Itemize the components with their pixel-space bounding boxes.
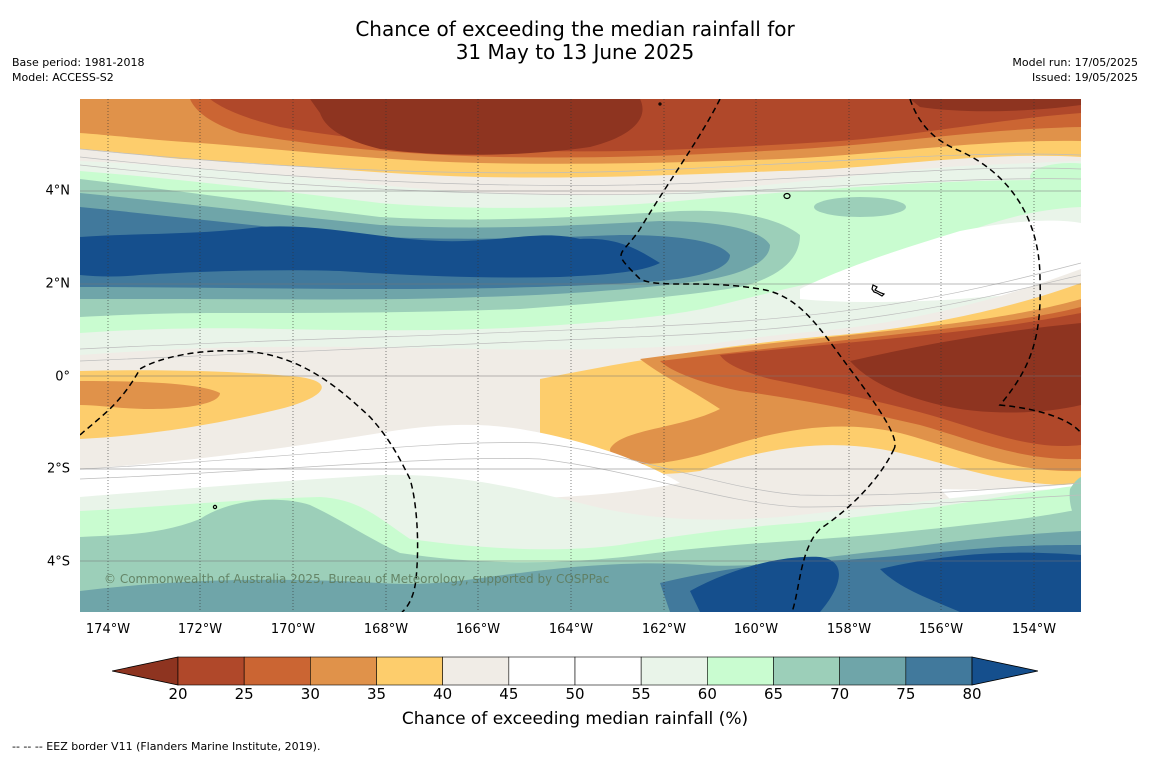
lon-tick-label: 160°W xyxy=(733,622,779,637)
latitude-lines xyxy=(80,190,1081,562)
lon-tick-label: 156°W xyxy=(918,622,964,637)
issued-date: Issued: 19/05/2025 xyxy=(1031,71,1138,84)
map-title: Chance of exceeding the median rainfall … xyxy=(0,18,1150,64)
colorbar-segment xyxy=(839,656,907,686)
lat-tick-label: 2°S xyxy=(46,461,70,477)
colorbar-segment xyxy=(574,656,642,686)
contour-lines xyxy=(80,148,1081,508)
eez-legend-note: -- -- -- EEZ border V11 (Flanders Marine… xyxy=(12,740,321,753)
colorbar-tick-label: 40 xyxy=(433,685,453,703)
colorbar-tick-label: 35 xyxy=(366,685,387,703)
lon-tick-label: 158°W xyxy=(826,622,872,637)
model-run: Model run: 17/05/2025 xyxy=(1012,56,1138,69)
lat-tick-label: 4°N xyxy=(45,183,71,199)
lon-tick-label: 174°W xyxy=(85,622,131,637)
colorbar-segment xyxy=(310,656,377,686)
colorbar-segment xyxy=(508,656,576,686)
lat-tick-label: 2°N xyxy=(45,276,71,292)
colorbar-title: Chance of exceeding median rainfall (%) xyxy=(401,709,749,729)
lon-tick-label: 162°W xyxy=(641,622,687,637)
colorbar-tick-label: 30 xyxy=(300,685,320,703)
colorbar-tick-label: 55 xyxy=(631,685,651,703)
copyright-notice: © Commonwealth of Australia 2025, Bureau… xyxy=(104,572,610,586)
colorbar-extend-high xyxy=(971,656,1038,686)
wet-patch-north-east xyxy=(814,197,906,217)
band-below-20-north xyxy=(310,99,1081,155)
lon-tick-label: 168°W xyxy=(363,622,409,637)
colorbar-tick-label: 45 xyxy=(499,685,519,703)
model-name: Model: ACCESS-S2 xyxy=(12,71,114,84)
colorbar-segment xyxy=(376,656,443,686)
colorbar-segment xyxy=(243,656,311,686)
lon-tick-label: 172°W xyxy=(177,622,223,637)
band-30-35-west xyxy=(80,381,220,409)
band-above-80-south xyxy=(690,552,1081,612)
colorbar-tick-label: 50 xyxy=(565,685,585,703)
near-median-pocket-east xyxy=(800,220,1081,302)
colorbar-segments xyxy=(112,656,1038,686)
rainfall-map xyxy=(80,99,1081,612)
title-line-1: Chance of exceeding the median rainfall … xyxy=(355,17,795,41)
colorbar-tick-label: 75 xyxy=(896,685,916,703)
lat-tick-label: 4°S xyxy=(46,554,70,570)
colorbar xyxy=(112,656,1038,686)
base-period: Base period: 1981-2018 xyxy=(12,56,145,69)
lon-tick-label: 154°W xyxy=(1011,622,1057,637)
lon-tick-label: 164°W xyxy=(548,622,594,637)
lon-tick-label: 166°W xyxy=(455,622,501,637)
band-75-80-south-east-tip xyxy=(1069,477,1081,529)
lat-tick-label: 0° xyxy=(55,369,70,385)
title-line-2: 31 May to 13 June 2025 xyxy=(455,40,695,64)
colorbar-tick-label: 60 xyxy=(697,685,717,703)
meta-left: Base period: 1981-2018 Model: ACCESS-S2 xyxy=(12,55,144,85)
colorbar-tick-label: 25 xyxy=(234,685,254,703)
wet-patch-far-east xyxy=(1030,163,1081,191)
colorbar-tick-label: 65 xyxy=(763,685,784,703)
meta-right: Model run: 17/05/2025 Issued: 19/05/2025 xyxy=(1012,55,1138,85)
lon-tick-label: 170°W xyxy=(270,622,316,637)
colorbar-extend-low xyxy=(112,656,179,686)
colorbar-tick-label: 70 xyxy=(830,685,850,703)
colorbar-tick-label: 20 xyxy=(168,685,188,703)
colorbar-segment xyxy=(707,656,774,686)
colorbar-segment xyxy=(640,656,708,686)
colorbar-tick-label: 80 xyxy=(962,685,982,703)
islands xyxy=(212,102,886,510)
colorbar-segment xyxy=(773,656,840,686)
colorbar-segment xyxy=(442,656,510,686)
band-below-20-equator xyxy=(850,323,1081,413)
colorbar-segment xyxy=(905,656,973,686)
eez-border xyxy=(80,99,1081,612)
colorbar-segment xyxy=(177,656,245,686)
band-above-80-north xyxy=(80,226,660,278)
